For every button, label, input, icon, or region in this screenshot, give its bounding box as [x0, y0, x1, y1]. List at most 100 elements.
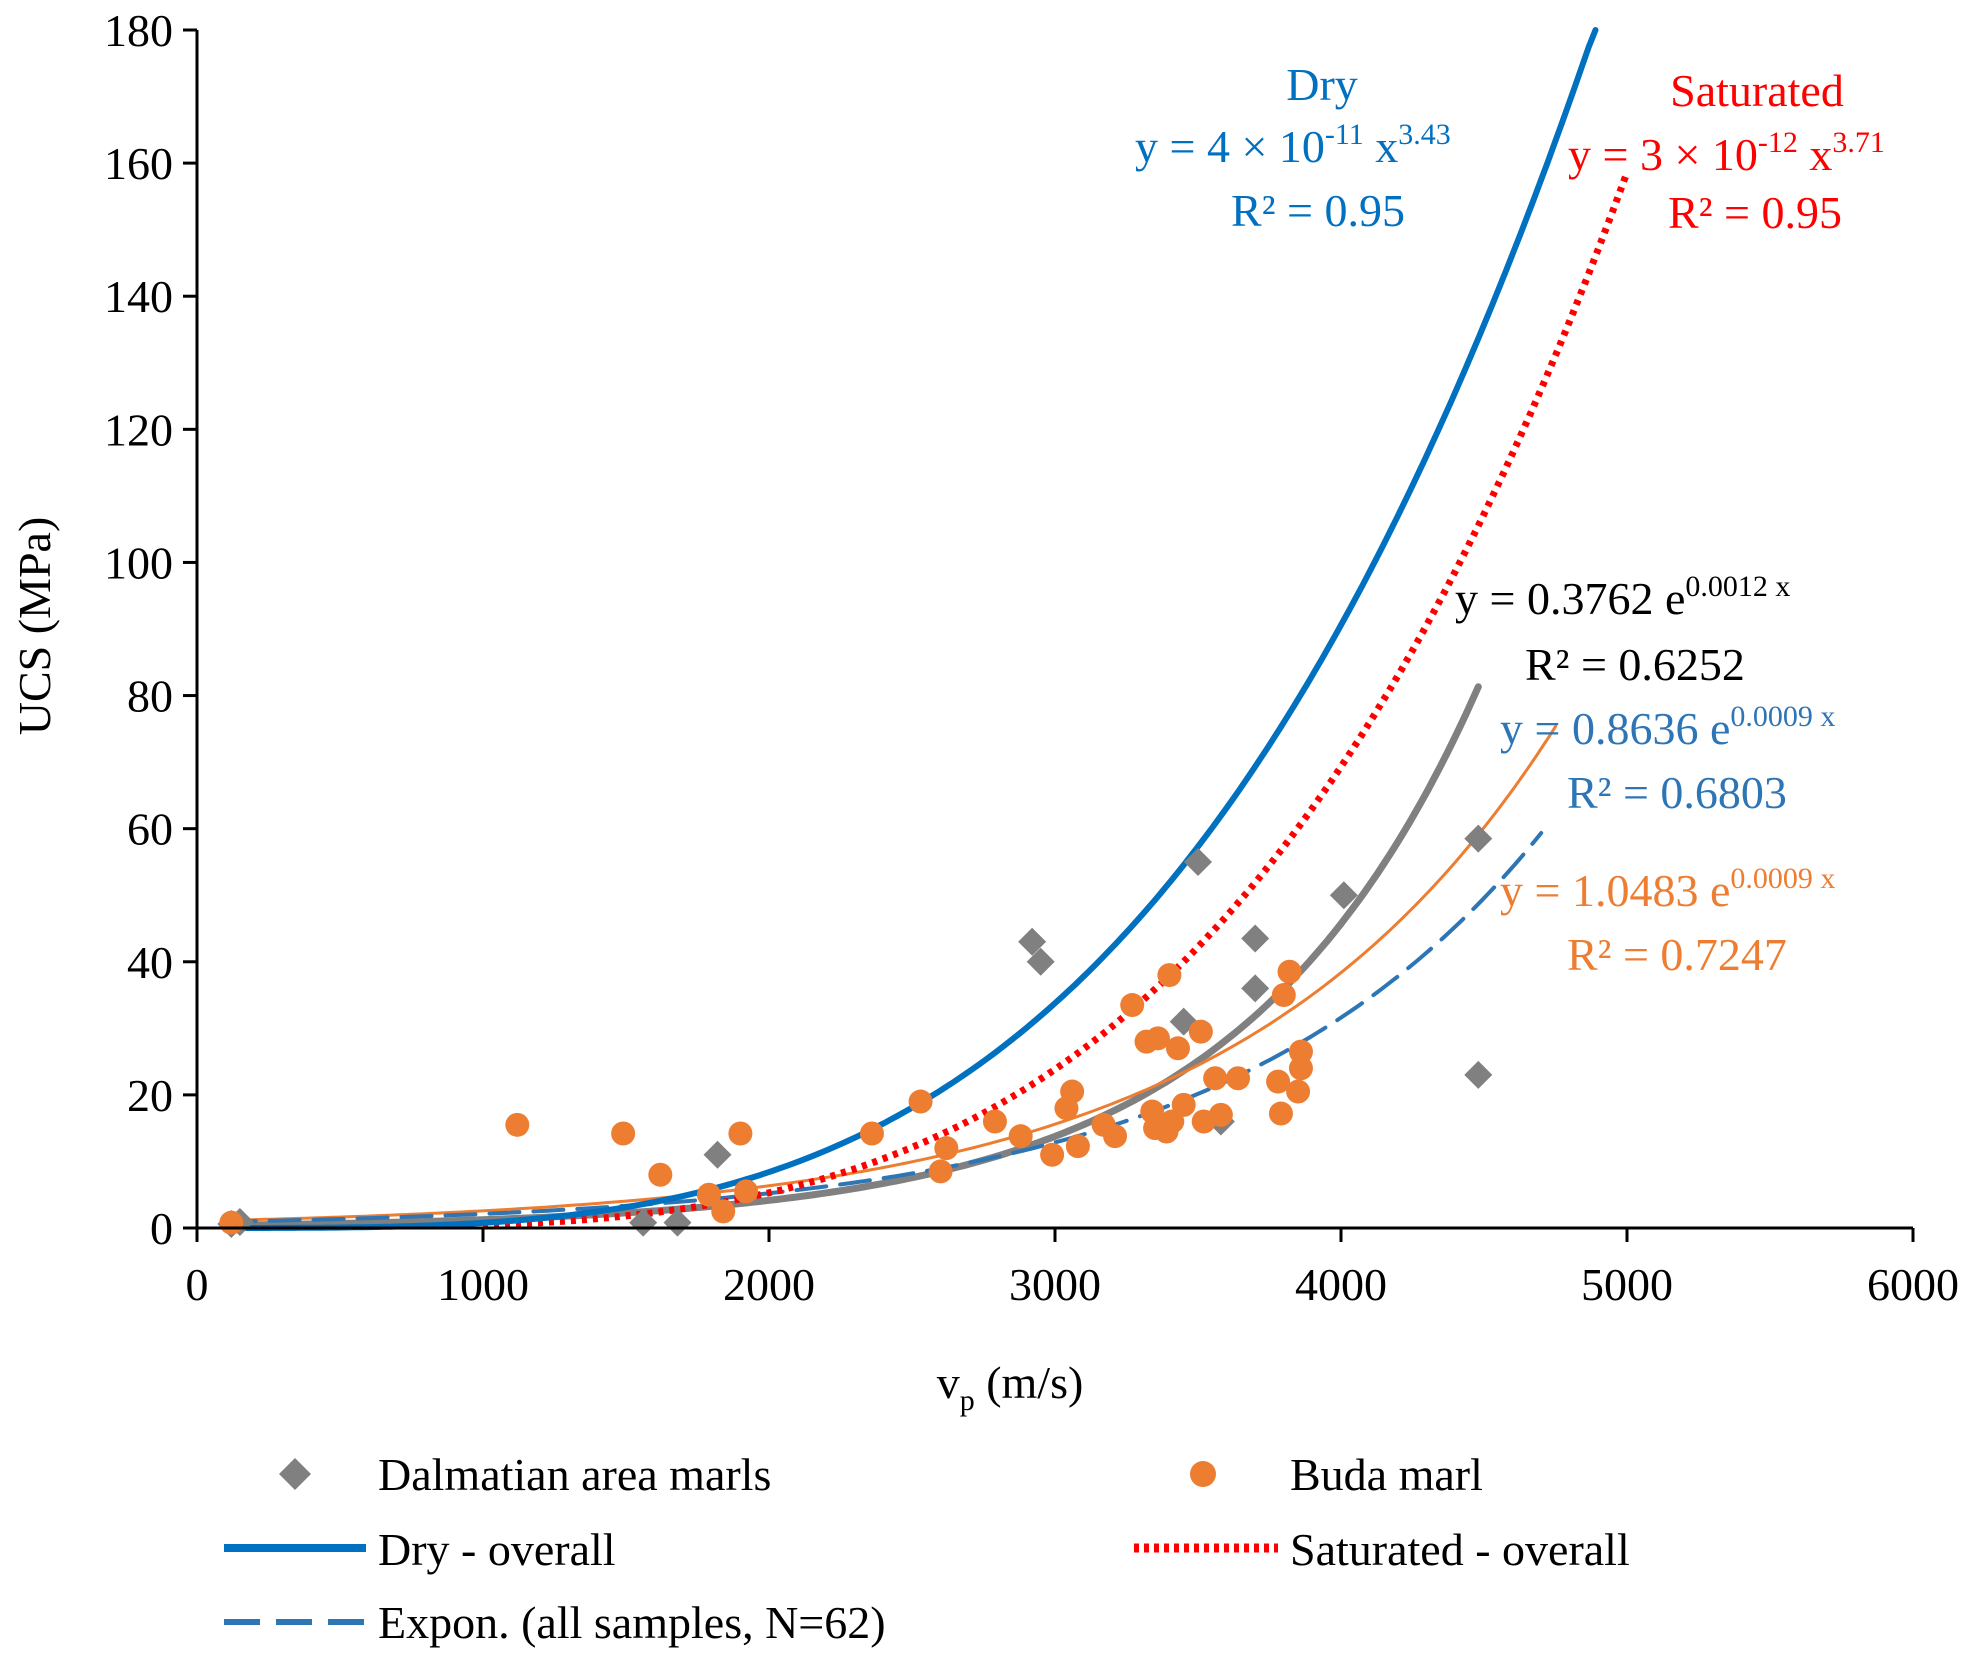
all-samples-annotation-equation: y = 0.8636 e0.0009 x [1500, 700, 1835, 754]
y-tick-label: 100 [104, 537, 173, 588]
buda-marl-point [1165, 1036, 1190, 1061]
y-tick-label: 80 [127, 671, 173, 722]
buda-marl-point [859, 1121, 884, 1146]
dalmatian-trend-line [222, 683, 1482, 1229]
dalmatian-marl-point [1241, 974, 1270, 1003]
x-tick-label: 6000 [1867, 1259, 1959, 1310]
buda-marl-point [1120, 993, 1145, 1018]
expon-all-samples-line [223, 831, 1544, 1224]
dalmatian-marl-point [663, 1208, 692, 1237]
y-tick-label: 120 [104, 404, 173, 455]
plot-lines [222, 27, 1631, 1231]
buda-marl-point [648, 1162, 673, 1187]
buda-marl-point [505, 1112, 530, 1137]
dry-eq-prefix: y = 4 × 10 [1135, 121, 1325, 172]
dry-eq-exp2: 3.43 [1398, 118, 1451, 151]
legend-label-saturated: Saturated - overall [1290, 1524, 1630, 1575]
legend-item-expon: Expon. (all samples, N=62) [224, 1597, 886, 1648]
buda-marl-point [1266, 1069, 1291, 1094]
dalmatian-marl-point [629, 1208, 658, 1237]
y-axis-label: UCS (MPa) [9, 517, 60, 736]
buda-marl-point [1277, 959, 1302, 984]
buda-marl-point [1157, 963, 1182, 988]
x-tick-label: 3000 [1009, 1259, 1101, 1310]
buda-eq-prefix: y = 1.0483 e [1500, 865, 1730, 916]
saturated-annotation-equation: y = 3 × 10-12 x3.71 [1568, 126, 1885, 180]
dalmatian-annotation-equation: y = 0.3762 e0.0012 x [1455, 570, 1790, 624]
x-axis-label-unit: (m/s) [975, 1357, 1084, 1408]
buda-marl-point [1203, 1066, 1228, 1091]
buda-marl-point [1226, 1066, 1251, 1091]
saturated-eq-prefix: y = 3 × 10 [1568, 129, 1758, 180]
y-tick-label: 40 [127, 937, 173, 988]
buda-marl-point [711, 1199, 736, 1224]
legend-label-expon: Expon. (all samples, N=62) [378, 1597, 886, 1648]
buda-eq-exp: 0.0009 x [1730, 862, 1835, 895]
all-eq-exp: 0.0009 x [1730, 700, 1835, 733]
dalmatian-eq-exp: 0.0012 x [1685, 570, 1790, 603]
buda-marl-point [1268, 1101, 1293, 1126]
saturated-annotation-r2: R² = 0.95 [1668, 187, 1842, 238]
y-tick-label: 160 [104, 138, 173, 189]
saturated-annotation-title: Saturated [1670, 65, 1844, 116]
buda-marl-point [1040, 1142, 1065, 1167]
legend-item-dry: Dry - overall [224, 1524, 616, 1575]
buda-marl-point [1188, 1019, 1213, 1044]
x-tick-label: 5000 [1581, 1259, 1673, 1310]
x-axis-label-sub: p [960, 1384, 975, 1417]
legend-symbol-buda [1190, 1461, 1216, 1487]
plot-points [217, 824, 1493, 1239]
dry-annotation-r2: R² = 0.95 [1231, 185, 1405, 236]
x-tick-label: 0 [186, 1259, 209, 1310]
buda-marl-point [696, 1182, 721, 1207]
buda-marl-point [1288, 1056, 1313, 1081]
buda-marl-point [1145, 1026, 1170, 1051]
buda-marl-point [611, 1121, 636, 1146]
dry-annotation: Dry y = 4 × 10-11 x3.43 R² = 0.95 [1135, 59, 1451, 236]
buda-marl-point [1286, 1079, 1311, 1104]
legend: Dalmatian area marls Buda marl Dry - ove… [224, 1449, 1630, 1648]
buda-marl-point [982, 1109, 1007, 1134]
buda-marl-point [1060, 1079, 1085, 1104]
dalmatian-marl-point [1241, 924, 1270, 953]
dalmatian-marl-point [703, 1140, 732, 1169]
dalmatian-marl-point [1018, 927, 1047, 956]
buda-marl-point [1171, 1092, 1196, 1117]
dry-annotation-title: Dry [1286, 59, 1358, 110]
dalmatian-marl-point [1464, 824, 1493, 853]
buda-marl-point [219, 1210, 244, 1235]
dry-overall-line [222, 27, 1599, 1231]
legend-item-saturated: Saturated - overall [1134, 1524, 1630, 1575]
buda-marl-point [728, 1121, 753, 1146]
y-tick-label: 20 [127, 1070, 173, 1121]
buda-marl-point [1065, 1134, 1090, 1159]
saturated-overall-line [482, 171, 1631, 1229]
x-tick-label: 1000 [437, 1259, 529, 1310]
saturated-eq-exp1: -12 [1758, 126, 1798, 159]
dalmatian-annotation: y = 0.3762 e0.0012 x R² = 0.6252 [1455, 570, 1790, 690]
y-tick-label: 140 [104, 271, 173, 322]
buda-marl-point [1103, 1124, 1128, 1149]
legend-label-dalmatian: Dalmatian area marls [378, 1449, 771, 1500]
dalmatian-marl-point [1464, 1060, 1493, 1089]
x-tick-label: 4000 [1295, 1259, 1387, 1310]
dalmatian-marl-point [1329, 881, 1358, 910]
legend-item-dalmatian: Dalmatian area marls [279, 1449, 771, 1500]
buda-marl-point [734, 1179, 759, 1204]
buda-marl-point [1008, 1124, 1033, 1149]
legend-label-dry: Dry - overall [378, 1524, 616, 1575]
saturated-eq-exp2: 3.71 [1832, 126, 1885, 159]
legend-symbol-dalmatian [279, 1458, 311, 1490]
buda-marl-point [908, 1089, 933, 1114]
buda-marl-point [1288, 1039, 1313, 1064]
x-axis-label: vp (m/s) [937, 1357, 1084, 1417]
y-tick-label: 180 [104, 5, 173, 56]
y-tick-label: 0 [150, 1203, 173, 1254]
y-tick-label: 60 [127, 804, 173, 855]
ticks: 0 20 40 60 80 100 120 140 160 180 0 1000 2000 3000 400… [104, 5, 1959, 1310]
all-samples-annotation-r2: R² = 0.6803 [1567, 767, 1787, 818]
buda-marl-point [1271, 983, 1296, 1008]
legend-item-buda: Buda marl [1190, 1449, 1483, 1500]
